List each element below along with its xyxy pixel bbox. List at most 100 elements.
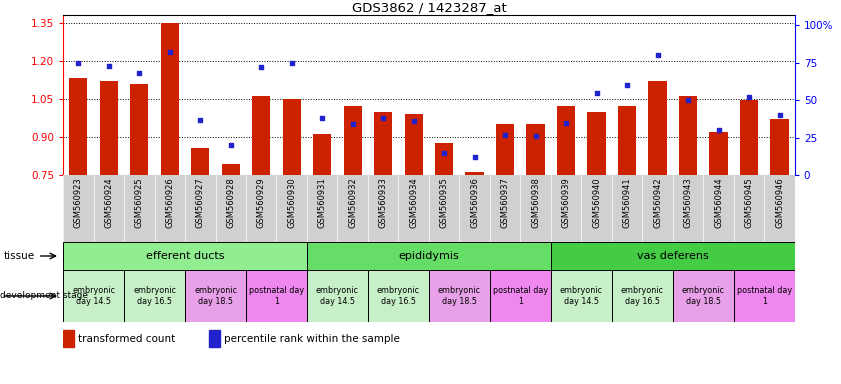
Bar <box>313 134 331 175</box>
Bar <box>618 106 636 175</box>
Point <box>437 149 451 156</box>
Point <box>590 90 603 96</box>
Text: epididymis: epididymis <box>399 251 459 261</box>
Text: GSM560932: GSM560932 <box>348 177 357 228</box>
Bar <box>343 106 362 175</box>
Text: GSM560927: GSM560927 <box>196 177 204 228</box>
Text: efferent ducts: efferent ducts <box>145 251 225 261</box>
Bar <box>69 78 87 175</box>
Text: tissue: tissue <box>3 251 34 261</box>
Bar <box>63 330 74 347</box>
Text: embryonic
day 14.5: embryonic day 14.5 <box>560 286 603 306</box>
Point <box>224 142 237 148</box>
Bar <box>557 106 575 175</box>
Text: GSM560941: GSM560941 <box>622 177 632 228</box>
Point <box>621 82 634 88</box>
Bar <box>209 330 220 347</box>
Point <box>529 133 542 139</box>
Point <box>773 112 786 118</box>
Point <box>651 52 664 58</box>
Text: GSM560929: GSM560929 <box>257 177 266 228</box>
Text: GSM560936: GSM560936 <box>470 177 479 228</box>
Point <box>346 121 359 127</box>
Point <box>102 63 115 69</box>
Text: GSM560940: GSM560940 <box>592 177 601 228</box>
Point <box>468 154 481 160</box>
Bar <box>429 270 489 322</box>
Text: GSM560933: GSM560933 <box>378 177 388 228</box>
Text: GSM560931: GSM560931 <box>318 177 326 228</box>
Text: percentile rank within the sample: percentile rank within the sample <box>224 333 400 344</box>
Bar <box>489 270 551 322</box>
Bar <box>551 270 611 322</box>
Text: embryonic
day 18.5: embryonic day 18.5 <box>194 286 237 306</box>
Text: embryonic
day 14.5: embryonic day 14.5 <box>72 286 115 306</box>
Text: GSM560924: GSM560924 <box>104 177 114 228</box>
Bar <box>368 270 429 322</box>
Bar <box>307 242 551 270</box>
Bar <box>221 164 240 175</box>
Bar <box>770 119 789 175</box>
Bar <box>374 111 392 175</box>
Bar <box>99 81 118 175</box>
Point <box>71 60 85 66</box>
Text: GSM560945: GSM560945 <box>744 177 754 228</box>
Bar <box>709 132 727 175</box>
Text: GSM560930: GSM560930 <box>288 177 296 228</box>
Bar <box>185 270 246 322</box>
Text: vas deferens: vas deferens <box>637 251 709 261</box>
Bar <box>191 148 209 175</box>
Text: embryonic
day 16.5: embryonic day 16.5 <box>377 286 420 306</box>
Text: GSM560935: GSM560935 <box>440 177 448 228</box>
Bar <box>161 23 179 175</box>
Point <box>681 97 695 103</box>
Text: GSM560938: GSM560938 <box>532 177 540 228</box>
Bar <box>587 111 606 175</box>
Text: GSM560946: GSM560946 <box>775 177 784 228</box>
Point <box>315 115 329 121</box>
Bar <box>526 124 545 175</box>
Text: postnatal day
1: postnatal day 1 <box>493 286 548 306</box>
Text: GSM560944: GSM560944 <box>714 177 723 228</box>
Text: GSM560926: GSM560926 <box>166 177 174 228</box>
Text: embryonic
day 16.5: embryonic day 16.5 <box>133 286 176 306</box>
Text: development stage: development stage <box>0 291 88 301</box>
Text: embryonic
day 18.5: embryonic day 18.5 <box>682 286 725 306</box>
Point <box>255 64 268 70</box>
Bar <box>435 143 453 175</box>
Bar <box>679 96 697 175</box>
Bar <box>252 96 270 175</box>
Text: GSM560937: GSM560937 <box>500 177 510 228</box>
Bar <box>307 270 368 322</box>
Text: GSM560923: GSM560923 <box>74 177 82 228</box>
Bar <box>648 81 667 175</box>
Point <box>499 132 512 138</box>
Bar <box>465 172 484 175</box>
Bar <box>130 84 148 175</box>
Text: GSM560939: GSM560939 <box>562 177 570 228</box>
Bar <box>551 242 795 270</box>
Point <box>193 117 207 123</box>
Bar <box>733 270 795 322</box>
Point <box>711 127 725 133</box>
Bar <box>673 270 733 322</box>
Text: GSM560942: GSM560942 <box>653 177 662 228</box>
Bar <box>740 100 758 175</box>
Text: GSM560925: GSM560925 <box>135 177 144 228</box>
Bar <box>496 124 514 175</box>
Bar <box>611 270 673 322</box>
Point <box>133 70 146 76</box>
Bar <box>405 114 423 175</box>
Point <box>559 119 573 126</box>
Bar <box>124 270 185 322</box>
Text: GSM560943: GSM560943 <box>684 177 692 228</box>
Text: postnatal day
1: postnatal day 1 <box>737 286 792 306</box>
Text: GSM560934: GSM560934 <box>410 177 418 228</box>
Point <box>285 60 299 66</box>
Title: GDS3862 / 1423287_at: GDS3862 / 1423287_at <box>352 1 506 14</box>
Text: embryonic
day 14.5: embryonic day 14.5 <box>316 286 359 306</box>
Text: postnatal day
1: postnatal day 1 <box>249 286 304 306</box>
Bar <box>63 242 307 270</box>
Bar <box>283 99 301 175</box>
Point <box>163 49 177 55</box>
